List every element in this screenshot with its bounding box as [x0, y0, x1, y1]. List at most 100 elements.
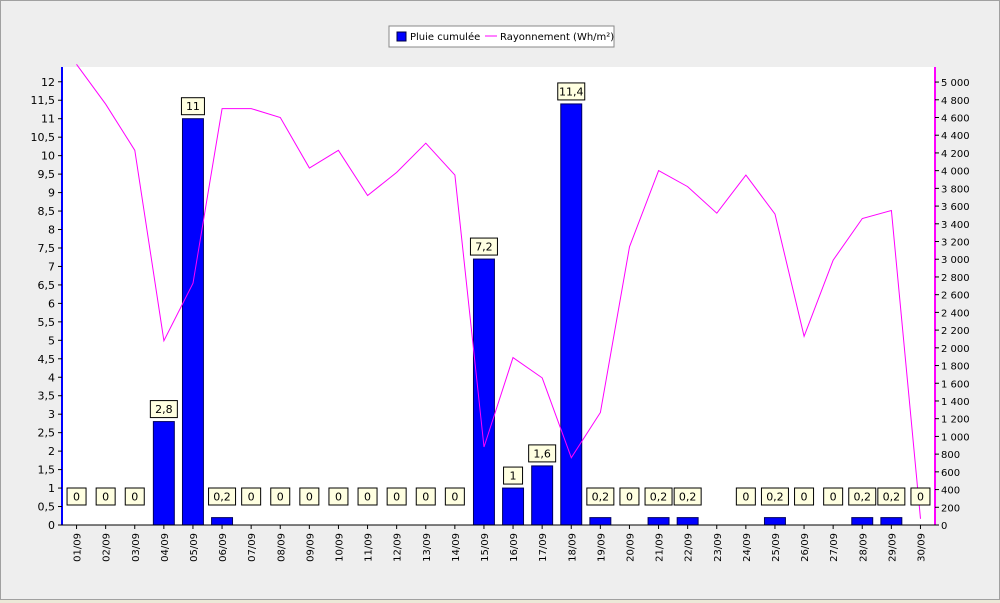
- x-tick-label: 20/09: [625, 533, 636, 562]
- x-tick-label: 21/09: [655, 533, 666, 562]
- chart-legend: Pluie cumulée Rayonnement (Wh/m²): [388, 25, 615, 48]
- rain-value-label: 0: [917, 491, 924, 504]
- x-tick-label: 01/09: [73, 533, 84, 562]
- x-tick-label: 15/09: [480, 533, 491, 562]
- radiation-line-group: [76, 64, 921, 519]
- x-tick-label: 27/09: [829, 533, 840, 562]
- chart-axes: 00,511,522,533,544,555,566,577,588,599,5…: [31, 67, 970, 562]
- y-right-tick-label: 4 400: [941, 131, 970, 142]
- rain-bar: [560, 103, 583, 526]
- y-right-tick-label: 1 600: [941, 379, 970, 390]
- rain-bar: [880, 517, 903, 526]
- y-right-tick-label: 1 800: [941, 362, 970, 373]
- y-right-tick-label: 800: [941, 450, 960, 461]
- rain-value-label: 1,6: [533, 447, 551, 460]
- y-left-tick-label: 8,5: [38, 205, 56, 218]
- rain-value-label: 0: [306, 491, 313, 504]
- rain-bar: [472, 258, 495, 526]
- rain-value-label: 0: [626, 491, 633, 504]
- x-tick-label: 08/09: [276, 533, 287, 562]
- rain-value-label-box: [823, 487, 844, 506]
- y-left-tick-label: 4: [48, 371, 55, 384]
- rain-bar: [676, 517, 699, 526]
- x-tick-label: 03/09: [131, 533, 142, 562]
- y-right-tick-label: 600: [941, 468, 960, 479]
- rain-value-label: 0,2: [650, 491, 668, 504]
- rain-value-label-box: [848, 487, 877, 506]
- rain-value-label: 0: [131, 491, 138, 504]
- rain-value-label: 0,2: [854, 491, 872, 504]
- rain-value-label-box: [208, 487, 237, 506]
- y-right-tick-label: 5 000: [941, 78, 970, 89]
- x-tick-label: 09/09: [305, 533, 316, 562]
- rain-value-label: 11: [186, 100, 200, 113]
- y-left-tick-label: 2: [48, 445, 55, 458]
- rain-value-label: 0: [335, 491, 342, 504]
- rain-bar: [211, 517, 234, 526]
- rain-value-label-box: [673, 487, 702, 506]
- x-tick-label: 26/09: [800, 533, 811, 562]
- y-left-tick-label: 10: [41, 150, 55, 163]
- y-right-tick-label: 3 800: [941, 184, 970, 195]
- y-right-tick-label: 4 000: [941, 167, 970, 178]
- rain-value-label-box: [386, 487, 407, 506]
- rain-value-label-box: [735, 487, 756, 506]
- y-left-tick-label: 5,5: [38, 316, 56, 329]
- rain-value-label-box: [877, 487, 906, 506]
- x-tick-label: 06/09: [218, 533, 229, 562]
- rain-value-label-box: [328, 487, 349, 506]
- y-right-tick-label: 2 800: [941, 273, 970, 284]
- rain-value-label-box: [66, 487, 87, 506]
- legend-label-radiation: Rayonnement (Wh/m²): [500, 32, 614, 43]
- rain-value-label: 2,8: [155, 403, 173, 416]
- y-right-tick-label: 2 200: [941, 326, 970, 337]
- rain-value-label-box: [469, 237, 498, 256]
- x-tick-label: 13/09: [422, 533, 433, 562]
- rain-value-label: 7,2: [475, 241, 493, 254]
- y-right-tick-label: 3 400: [941, 220, 970, 231]
- rain-value-label: 0: [830, 491, 837, 504]
- legend-box: [388, 25, 615, 48]
- x-tick-label: 11/09: [364, 533, 375, 562]
- y-left-tick-label: 4,5: [38, 353, 56, 366]
- rain-value-label: 0: [393, 491, 400, 504]
- x-tick-label: 04/09: [160, 533, 171, 562]
- rain-bar: [851, 517, 874, 526]
- y-left-tick-label: 3: [48, 408, 55, 421]
- y-right-tick-label: 2 400: [941, 308, 970, 319]
- rain-value-label: 0: [422, 491, 429, 504]
- y-left-tick-label: 3,5: [38, 390, 56, 403]
- y-right-tick-label: 1 200: [941, 415, 970, 426]
- rain-value-label-box: [357, 487, 378, 506]
- y-left-tick-label: 12: [41, 76, 55, 89]
- y-right-tick-label: 3 200: [941, 238, 970, 249]
- rain-value-label-box: [760, 487, 789, 506]
- rain-value-label: 0,2: [592, 491, 610, 504]
- x-tick-label: 05/09: [189, 533, 200, 562]
- rain-value-label-box: [794, 487, 815, 506]
- rain-value-label: 0,2: [883, 491, 901, 504]
- y-left-tick-label: 9: [48, 187, 55, 200]
- rain-value-label-box: [299, 487, 320, 506]
- y-right-tick-label: 200: [941, 503, 960, 514]
- rain-value-label-box: [619, 487, 640, 506]
- x-tick-label: 25/09: [771, 533, 782, 562]
- x-tick-label: 19/09: [596, 533, 607, 562]
- rain-value-label-box: [444, 487, 465, 506]
- rain-value-label-box: [644, 487, 673, 506]
- y-right-tick-label: 4 600: [941, 113, 970, 124]
- x-tick-label: 29/09: [887, 533, 898, 562]
- rain-value-label: 0: [277, 491, 284, 504]
- y-right-tick-label: 400: [941, 486, 960, 497]
- rain-value-label: 0,2: [679, 491, 697, 504]
- rain-value-label: 0,2: [213, 491, 231, 504]
- rain-bar: [502, 487, 525, 526]
- y-right-tick-label: 3 600: [941, 202, 970, 213]
- rain-value-label-box: [528, 444, 557, 463]
- y-left-tick-label: 6,5: [38, 279, 56, 292]
- rain-value-label-box: [910, 487, 931, 506]
- rain-bar: [589, 517, 612, 526]
- rain-value-label: 0: [742, 491, 749, 504]
